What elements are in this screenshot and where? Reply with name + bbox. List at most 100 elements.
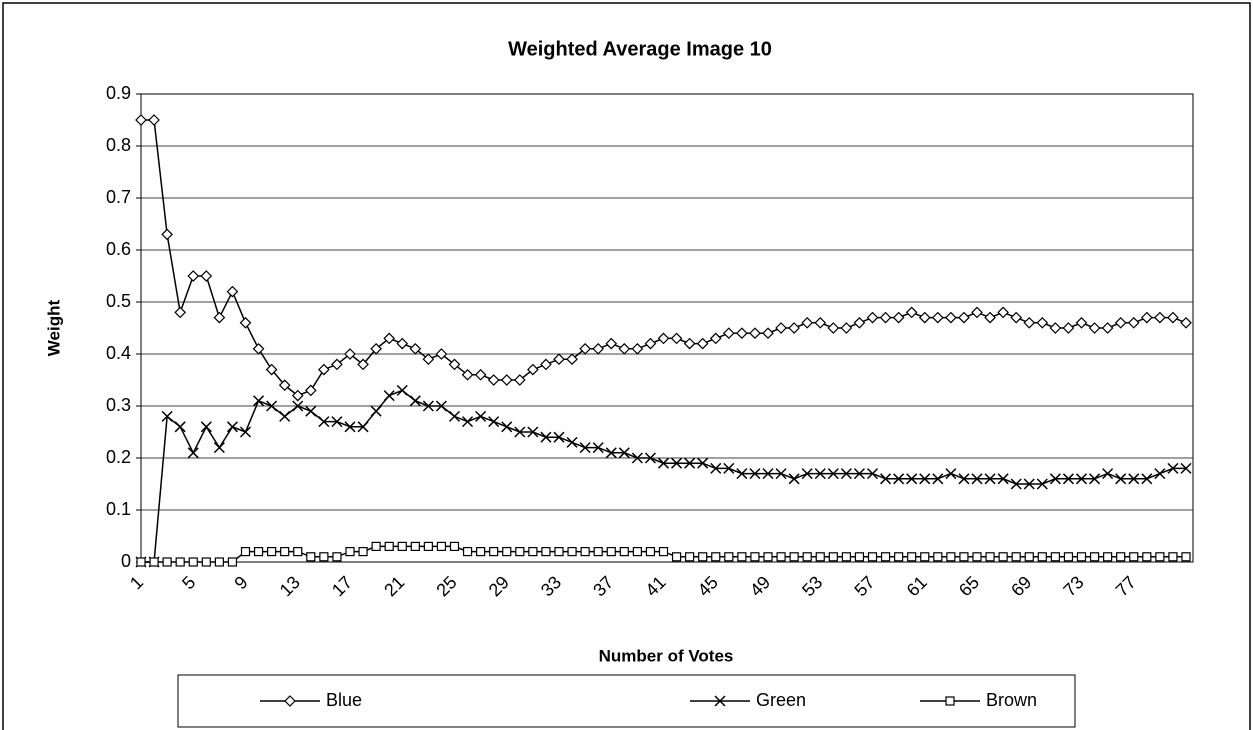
y-tick-label: 0 <box>121 551 131 571</box>
marker <box>801 468 813 480</box>
marker <box>906 473 918 485</box>
marker <box>644 452 656 464</box>
marker <box>1062 322 1075 334</box>
marker <box>291 389 304 402</box>
marker <box>631 452 643 464</box>
marker <box>696 337 709 350</box>
marker <box>266 400 278 412</box>
y-axis-title: Weight <box>44 299 63 356</box>
marker <box>149 557 159 567</box>
marker <box>919 473 931 485</box>
marker <box>1036 316 1049 329</box>
marker <box>306 552 316 562</box>
x-axis-title: Number of Votes <box>599 646 734 665</box>
marker <box>1180 316 1192 329</box>
marker <box>174 306 187 319</box>
marker <box>213 311 226 324</box>
marker <box>1128 473 1140 485</box>
marker <box>541 546 551 557</box>
y-tick-label: 0.4 <box>106 343 131 363</box>
marker <box>632 546 642 557</box>
marker <box>278 379 291 392</box>
marker <box>436 541 447 552</box>
marker <box>1089 552 1100 562</box>
marker <box>814 316 827 329</box>
marker <box>201 557 211 567</box>
marker <box>1167 462 1179 474</box>
marker <box>161 228 173 241</box>
marker <box>776 552 786 562</box>
marker <box>1036 478 1048 490</box>
marker <box>448 410 461 422</box>
marker <box>487 374 500 386</box>
marker <box>711 552 721 562</box>
marker <box>1103 552 1113 562</box>
marker <box>357 421 369 433</box>
marker <box>997 306 1009 319</box>
series <box>136 541 1191 567</box>
marker <box>880 473 892 485</box>
marker <box>279 410 291 422</box>
marker <box>161 410 173 422</box>
marker <box>736 468 748 480</box>
marker <box>175 557 185 567</box>
marker <box>1129 552 1139 562</box>
marker <box>187 270 200 282</box>
y-tick-label: 0.1 <box>106 499 131 519</box>
marker <box>893 473 905 485</box>
marker <box>945 311 957 324</box>
marker <box>1062 473 1074 485</box>
marker <box>619 546 629 557</box>
marker <box>1076 552 1087 562</box>
marker <box>188 557 198 567</box>
marker <box>750 552 760 562</box>
marker <box>331 416 343 428</box>
marker <box>1050 552 1060 562</box>
marker <box>174 421 186 433</box>
marker <box>527 363 539 376</box>
marker <box>500 374 513 386</box>
marker <box>657 457 670 469</box>
marker <box>775 468 787 480</box>
marker <box>683 337 696 350</box>
marker <box>946 552 956 562</box>
marker <box>592 342 605 355</box>
marker <box>1088 322 1101 334</box>
marker <box>802 552 812 562</box>
marker <box>867 552 878 562</box>
y-tick-label: 0.3 <box>106 395 131 415</box>
marker <box>789 552 799 562</box>
marker <box>892 311 905 324</box>
marker <box>476 546 486 557</box>
marker <box>1141 473 1153 485</box>
marker <box>200 270 213 282</box>
marker <box>866 311 879 324</box>
marker <box>698 552 708 562</box>
marker <box>1167 311 1179 324</box>
marker <box>501 421 513 433</box>
marker <box>214 557 224 567</box>
marker <box>136 557 146 567</box>
marker <box>344 348 356 360</box>
chart-title: Weighted Average Image 10 <box>508 38 772 60</box>
marker <box>267 546 277 557</box>
marker <box>592 442 604 454</box>
marker <box>422 353 435 366</box>
legend-marker <box>284 695 296 707</box>
marker <box>435 348 448 360</box>
marker <box>1101 322 1114 334</box>
marker <box>566 353 578 366</box>
marker <box>475 410 487 422</box>
marker <box>697 457 709 469</box>
marker <box>763 552 773 562</box>
marker <box>1075 473 1088 485</box>
marker <box>631 342 644 355</box>
marker <box>1023 316 1036 329</box>
marker <box>239 426 252 438</box>
marker <box>658 546 669 557</box>
marker <box>1116 552 1126 562</box>
series <box>135 114 1192 402</box>
marker <box>1154 468 1166 480</box>
marker <box>685 552 695 562</box>
marker <box>162 557 172 567</box>
